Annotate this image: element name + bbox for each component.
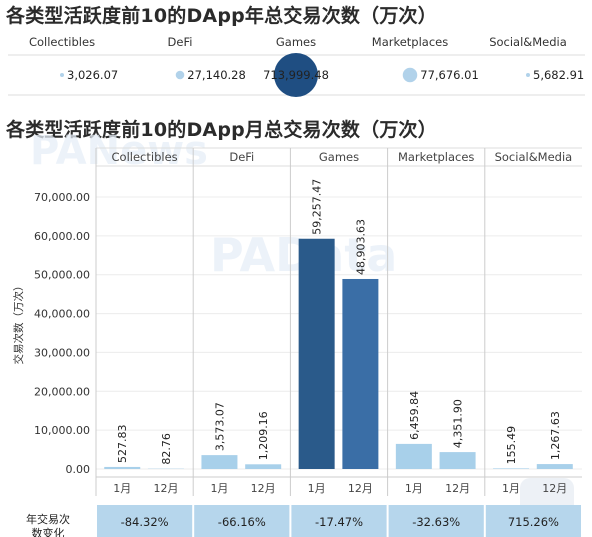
change-value: -84.32% [121,515,169,529]
y-axis-title: 交易次数（万次） [12,281,25,365]
bar-value-label: 1,209.16 [257,411,270,460]
y-tick-label: 10,000.00 [34,424,90,437]
change-cell [291,505,387,537]
bar [342,278,379,469]
monthly-category-header: DeFi [229,150,254,164]
x-month-label: 12月 [251,482,276,495]
change-cell [485,505,581,537]
bar-value-label: 4,351.90 [452,399,465,448]
change-row-label-cont: 数变化 [32,526,65,537]
annual-category-header: Marketplaces [372,35,448,49]
bar-value-label: 527.83 [116,424,129,463]
annual-category-header: Collectibles [29,35,95,49]
bar-value-label: 1,267.63 [549,411,562,460]
y-tick-label: 0.00 [66,463,91,476]
annual-bubble [274,53,318,97]
monthly-category-header: Collectibles [112,150,178,164]
y-tick-label: 30,000.00 [34,346,90,359]
bar [493,468,530,469]
bar-value-label: 6,459.84 [408,391,421,440]
bar-value-label: 82.76 [160,433,173,465]
bar [104,466,141,469]
annual-value-label: 77,676.01 [420,68,479,82]
monthly-chart-title: 各类型活跃度前10的DApp月总交易次数（万次） [6,119,437,141]
bar-value-label: 59,257.47 [311,179,324,235]
change-value: -17.47% [315,515,363,529]
bar [298,238,335,469]
x-month-label: 1月 [113,482,131,495]
change-cell [194,505,290,537]
annual-bubble [402,67,418,83]
monthly-category-header: Games [319,150,359,164]
y-tick-label: 50,000.00 [34,269,90,282]
change-value: 715.26% [508,515,559,529]
change-value: -32.63% [412,515,460,529]
x-month-label: 12月 [153,482,178,495]
annual-category-header: Games [276,35,316,49]
bar [536,464,573,469]
bar [245,464,282,469]
monthly-category-header: Social&Media [495,150,573,164]
x-month-label: 1月 [308,482,326,495]
change-cell [388,505,484,537]
annual-chart-title: 各类型活跃度前10的DApp年总交易次数（万次） [6,5,437,27]
bar-value-label: 155.49 [505,426,518,465]
change-row-label: 年交易次 [26,512,70,526]
annual-value-label: 27,140.28 [187,68,246,82]
annual-bubble [175,70,185,80]
x-month-label: 12月 [348,482,373,495]
annual-value-label: 3,026.07 [67,68,118,82]
x-month-label: 1月 [210,482,228,495]
annual-bubble [526,73,530,77]
y-tick-label: 60,000.00 [34,230,90,243]
x-month-label: 1月 [502,482,520,495]
x-month-label: 1月 [405,482,423,495]
change-cell [97,505,193,537]
bar [201,455,238,469]
bar-value-label: 48,903.63 [354,219,367,275]
annual-category-header: Social&Media [489,35,567,49]
bar-value-label: 3,573.07 [213,402,226,451]
y-tick-label: 20,000.00 [34,385,90,398]
bar [395,443,432,469]
change-value: -66.16% [218,515,266,529]
annual-category-header: DeFi [168,35,193,49]
annual-bubble [60,73,64,77]
annual-value-label: 713,999.48 [263,68,329,82]
x-month-label: 12月 [445,482,470,495]
bar [439,452,476,469]
x-month-label: 12月 [542,482,567,495]
monthly-category-header: Marketplaces [398,150,474,164]
y-tick-label: 40,000.00 [34,308,90,321]
annual-value-label: 5,682.91 [533,68,584,82]
y-tick-label: 70,000.00 [34,191,90,204]
